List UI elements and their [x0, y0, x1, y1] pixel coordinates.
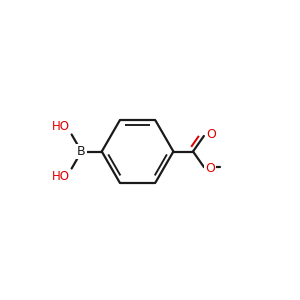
Text: O: O [205, 162, 215, 175]
Text: HO: HO [52, 170, 70, 183]
Text: O: O [206, 128, 216, 141]
Text: HO: HO [52, 120, 70, 133]
Text: B: B [77, 145, 86, 158]
